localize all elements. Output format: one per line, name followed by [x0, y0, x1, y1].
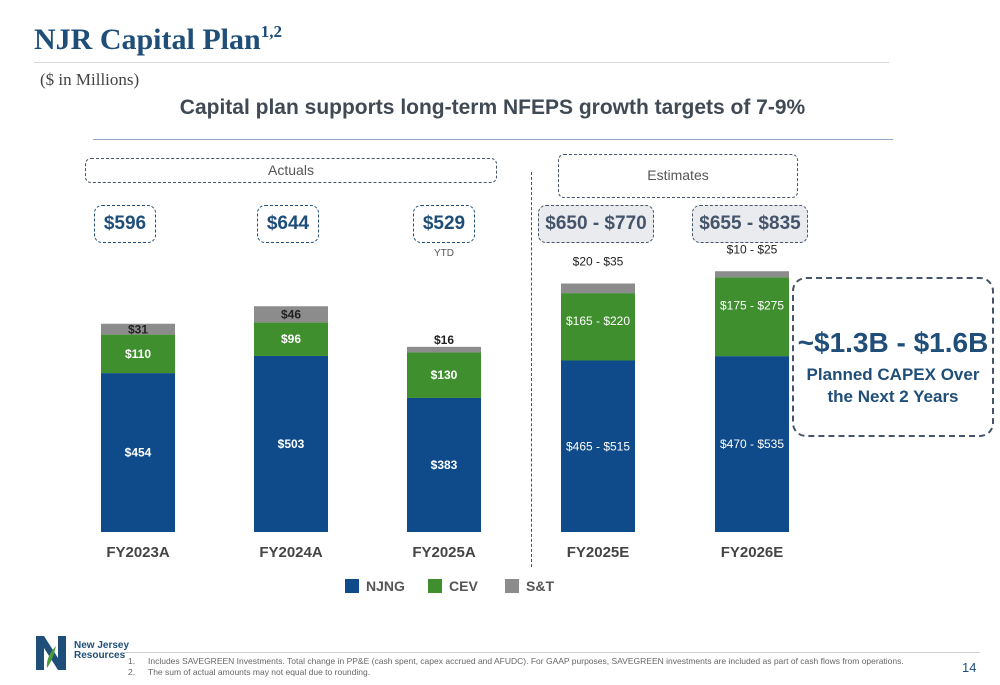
label-st-fy2025e: $20 - $35	[573, 255, 624, 269]
legend-label-njng: NJNG	[366, 578, 405, 594]
page-title: NJR Capital Plan1,2	[34, 22, 282, 56]
bar-cev-fy2023a	[101, 334, 175, 374]
total-fy2026e: $655 - $835	[692, 205, 808, 243]
label-njng-fy2023a: $454	[125, 446, 152, 460]
ytd-label: YTD	[434, 248, 454, 259]
page-number: 14	[962, 660, 977, 675]
bar-njng-fy2025e	[561, 360, 635, 532]
footnote-2-text: The sum of actual amounts may not equal …	[148, 667, 371, 677]
total-fy2025a: $529	[413, 205, 475, 243]
bar-cev-fy2026e	[715, 277, 789, 357]
footer-divider	[124, 652, 980, 653]
category-label-fy2024a: FY2024A	[259, 544, 323, 561]
category-label-fy2023a: FY2023A	[106, 544, 170, 561]
category-label-fy2025a: FY2025A	[412, 544, 476, 561]
bar-cev-fy2025a	[407, 352, 481, 398]
legend-st: S&T	[505, 578, 554, 594]
legend-label-cev: CEV	[449, 578, 478, 594]
njr-logo	[36, 636, 66, 670]
total-fy2024a: $644	[257, 205, 319, 243]
footnote-2: 2. The sum of actual amounts may not equa…	[128, 667, 904, 678]
bar-cev-fy2024a	[254, 322, 328, 356]
bar-cev-fy2025e	[561, 293, 635, 361]
bar-njng-fy2023a	[101, 373, 175, 532]
actuals-label: Actuals	[268, 162, 314, 178]
units-label: ($ in Millions)	[40, 70, 140, 89]
label-cev-fy2025a: $130	[431, 368, 458, 382]
logo-text-line-2: Resources	[74, 650, 126, 661]
total-fy2023a: $596	[94, 205, 156, 243]
logo-text-line-1: New Jersey	[74, 640, 130, 651]
footnote-1-number: 1.	[128, 656, 136, 666]
label-st-fy2023a: $31	[128, 323, 148, 337]
bar-st-fy2023a	[101, 323, 175, 335]
label-st-fy2026e: $10 - $25	[727, 242, 778, 256]
label-cev-fy2026e: $175 - $275	[720, 298, 784, 312]
category-label-fy2026e: FY2026E	[721, 544, 784, 561]
footnote-2-number: 2.	[128, 667, 136, 677]
legend-cev: CEV	[428, 578, 478, 594]
legend-swatch-cev	[428, 579, 442, 593]
total-fy2025e: $650 - $770	[538, 205, 654, 243]
label-cev-fy2024a: $96	[281, 332, 301, 346]
estimates-bracket	[558, 154, 798, 198]
label-njng-fy2024a: $503	[278, 437, 305, 451]
capex-line-1: Planned CAPEX Over	[806, 365, 980, 384]
title-superscript: 1,2	[260, 22, 282, 41]
footnote-1: 1. Includes SAVEGREEN Investments. Total …	[128, 656, 904, 667]
bar-st-fy2025a	[407, 346, 481, 353]
capex-callout: ~$1.3B - $1.6B Planned CAPEX Over the Ne…	[792, 277, 994, 437]
label-cev-fy2023a: $110	[125, 347, 151, 361]
bar-njng-fy2024a	[254, 355, 328, 532]
bar-st-fy2024a	[254, 306, 328, 323]
actuals-estimates-divider	[531, 172, 532, 567]
bar-njng-fy2026e	[715, 356, 789, 532]
category-label-fy2025e: FY2025E	[567, 544, 630, 561]
capex-line-2: the Next 2 Years	[827, 387, 959, 406]
label-st-fy2025a: $16	[434, 333, 454, 347]
label-njng-fy2026e: $470 - $535	[720, 437, 784, 451]
chart-subtitle: Capital plan supports long-term NFEPS gr…	[179, 96, 806, 119]
subtitle-divider	[93, 139, 893, 140]
legend-njng: NJNG	[345, 578, 405, 594]
estimates-label: Estimates	[647, 167, 709, 183]
logo-text: New Jersey Resources	[74, 641, 129, 661]
label-cev-fy2025e: $165 - $220	[566, 314, 630, 328]
label-njng-fy2025a: $383	[431, 458, 458, 472]
label-st-fy2024a: $46	[281, 307, 301, 321]
legend-swatch-st	[505, 579, 519, 593]
capex-description: Planned CAPEX Over the Next 2 Years	[794, 364, 992, 408]
legend-swatch-njng	[345, 579, 359, 593]
actuals-bracket	[85, 158, 497, 183]
footnote-1-text: Includes SAVEGREEN Investments. Total ch…	[148, 656, 904, 666]
title-divider	[34, 62, 889, 63]
capex-range: ~$1.3B - $1.6B	[797, 327, 989, 358]
bar-st-fy2025e	[561, 283, 635, 294]
legend-label-st: S&T	[526, 578, 554, 594]
bar-st-fy2026e	[715, 271, 789, 278]
footnotes: 1. Includes SAVEGREEN Investments. Total …	[128, 656, 904, 678]
label-njng-fy2025e: $465 - $515	[566, 439, 630, 453]
bar-njng-fy2025a	[407, 397, 481, 532]
